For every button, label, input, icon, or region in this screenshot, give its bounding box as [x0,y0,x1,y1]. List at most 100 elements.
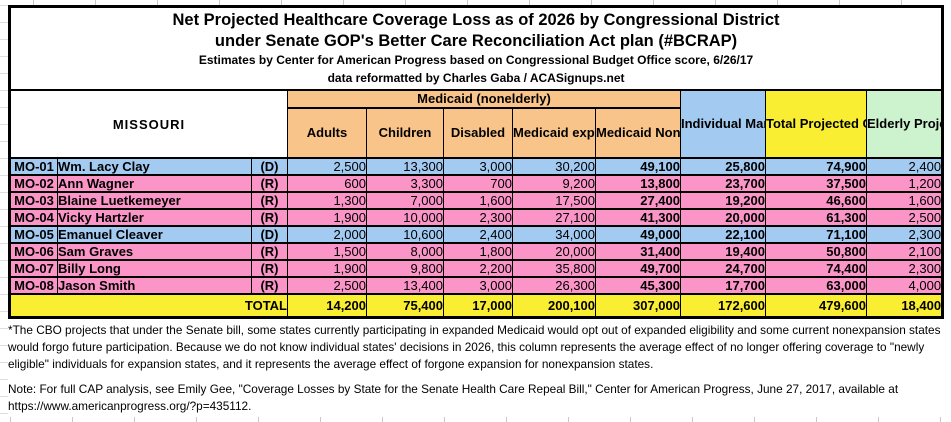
elderly-cell: 2,300 [865,259,944,278]
party-cell: (R) [251,242,288,261]
total-loss-cell: 63,000 [765,276,867,295]
table-row: MO-08 Jason Smith (R) 2,500 13,400 3,000… [9,276,944,295]
individual-market-cell: 25,800 [680,157,766,176]
disabled-cell: 1,600 [443,191,513,210]
children-cell: 10,600 [366,225,444,244]
col-header-individual-market: Individual Market [680,89,766,159]
total-row-label: TOTAL [9,293,288,319]
district-cell: MO-04 [9,208,58,227]
col-group-medicaid-nonelderly: Medicaid (nonelderly) [287,89,681,109]
rep-name-cell: Blaine Luetkemeyer [57,191,252,210]
table-row: MO-01 Wm. Lacy Clay (D) 2,500 13,300 3,0… [9,157,944,176]
medicaid-subtotal-cell: 31,400 [595,242,681,261]
source-note: Note: For full CAP analysis, see Emily G… [8,382,899,413]
state-label: MISSOURI [9,89,288,159]
party-cell: (D) [251,225,288,244]
children-cell: 13,400 [366,276,444,295]
elderly-cell: 1,600 [865,191,944,210]
col-header-children: Children [366,107,444,159]
spreadsheet-gridlines-bottom [0,417,951,422]
children-cell: 10,000 [366,208,444,227]
medicaid-subtotal-cell: 49,700 [595,259,681,278]
medicaid-subtotal-cell: 41,300 [595,208,681,227]
total-loss-cell: 74,900 [765,157,867,176]
individual-market-cell: 24,700 [680,259,766,278]
expansion-footnote: *The CBO projects that under the Senate … [8,323,941,371]
children-cell: 8,000 [366,242,444,261]
total-loss-cell: 37,500 [765,174,867,193]
table-row: MO-03 Blaine Luetkemeyer (R) 1,300 7,000… [9,191,944,210]
spreadsheet-gridlines-left [0,5,8,415]
district-cell: MO-06 [9,242,58,261]
party-cell: (R) [251,208,288,227]
col-header-medicaid-nonelderly-subtotal: Medicaid Nonelderly subtotal [595,107,681,159]
party-cell: (R) [251,276,288,295]
table-row: MO-05 Emanuel Cleaver (D) 2,000 10,600 2… [9,225,944,244]
district-cell: MO-03 [9,191,58,210]
adults-cell: 600 [287,174,367,193]
elderly-cell: 2,100 [865,242,944,261]
total-individual-market-cell: 172,600 [680,293,766,319]
disabled-cell: 1,800 [443,242,513,261]
table-row: MO-06 Sam Graves (R) 1,500 8,000 1,800 2… [9,242,944,261]
individual-market-cell: 19,200 [680,191,766,210]
elderly-cell: 4,000 [865,276,944,295]
disabled-cell: 700 [443,174,513,193]
rep-name-cell: Wm. Lacy Clay [57,157,252,176]
disabled-cell: 2,400 [443,225,513,244]
elderly-cell: 2,400 [865,157,944,176]
expansion-cell: 34,000 [512,225,596,244]
rep-name-cell: Vicky Hartzler [57,208,252,227]
party-cell: (R) [251,191,288,210]
rep-name-cell: Emanuel Cleaver [57,225,252,244]
medicaid-subtotal-cell: 49,100 [595,157,681,176]
adults-cell: 1,500 [287,242,367,261]
expansion-cell: 9,200 [512,174,596,193]
children-cell: 13,300 [366,157,444,176]
elderly-cell: 2,300 [865,225,944,244]
title-line-2: under Senate GOP's Better Care Reconcili… [214,32,738,51]
adults-cell: 2,500 [287,157,367,176]
adults-cell: 2,500 [287,276,367,295]
party-cell: (R) [251,174,288,193]
grand-total-coverage-loss-cell: 479,600 [765,293,867,319]
expansion-cell: 20,000 [512,242,596,261]
district-cell: MO-08 [9,276,58,295]
col-header-total-projected-coverage-loss: Total Projected Coverage Loss [765,89,867,159]
expansion-cell: 35,800 [512,259,596,278]
medicaid-subtotal-cell: 27,400 [595,191,681,210]
rep-name-cell: Billy Long [57,259,252,278]
individual-market-cell: 22,100 [680,225,766,244]
rep-name-cell: Sam Graves [57,242,252,261]
total-loss-cell: 50,800 [765,242,867,261]
children-cell: 7,000 [366,191,444,210]
disabled-cell: 2,300 [443,208,513,227]
table-title-block: Net Projected Healthcare Coverage Loss a… [8,5,944,91]
total-loss-cell: 71,100 [765,225,867,244]
total-loss-cell: 46,600 [765,191,867,210]
rep-name-cell: Ann Wagner [57,174,252,193]
title-line-1: Net Projected Healthcare Coverage Loss a… [172,11,780,29]
district-cell: MO-05 [9,225,58,244]
col-header-elderly-medicaid: Elderly Projected to lose Medicaid [865,89,944,159]
total-children-cell: 75,400 [366,293,444,319]
disabled-cell: 3,000 [443,276,513,295]
total-loss-cell: 61,300 [765,208,867,227]
table-row: MO-02 Ann Wagner (R) 600 3,300 700 9,200… [9,174,944,193]
district-cell: MO-02 [9,174,58,193]
medicaid-subtotal-cell: 45,300 [595,276,681,295]
medicaid-subtotal-cell: 13,800 [595,174,681,193]
district-rows: MO-01 Wm. Lacy Clay (D) 2,500 13,300 3,0… [9,157,944,295]
elderly-cell: 1,200 [865,174,944,193]
disabled-cell: 3,000 [443,157,513,176]
total-medicaid-subtotal-cell: 307,000 [595,293,681,319]
total-adults-cell: 14,200 [287,293,367,319]
col-header-medicaid-expansion: Medicaid expansion* [512,107,596,159]
coverage-loss-table: Net Projected Healthcare Coverage Loss a… [8,5,945,319]
district-cell: MO-01 [9,157,58,176]
subtitle-line-1: Estimates by Center for American Progres… [198,53,754,68]
individual-market-cell: 20,000 [680,208,766,227]
adults-cell: 1,300 [287,191,367,210]
party-cell: (R) [251,259,288,278]
total-elderly-cell: 18,400 [865,293,944,319]
